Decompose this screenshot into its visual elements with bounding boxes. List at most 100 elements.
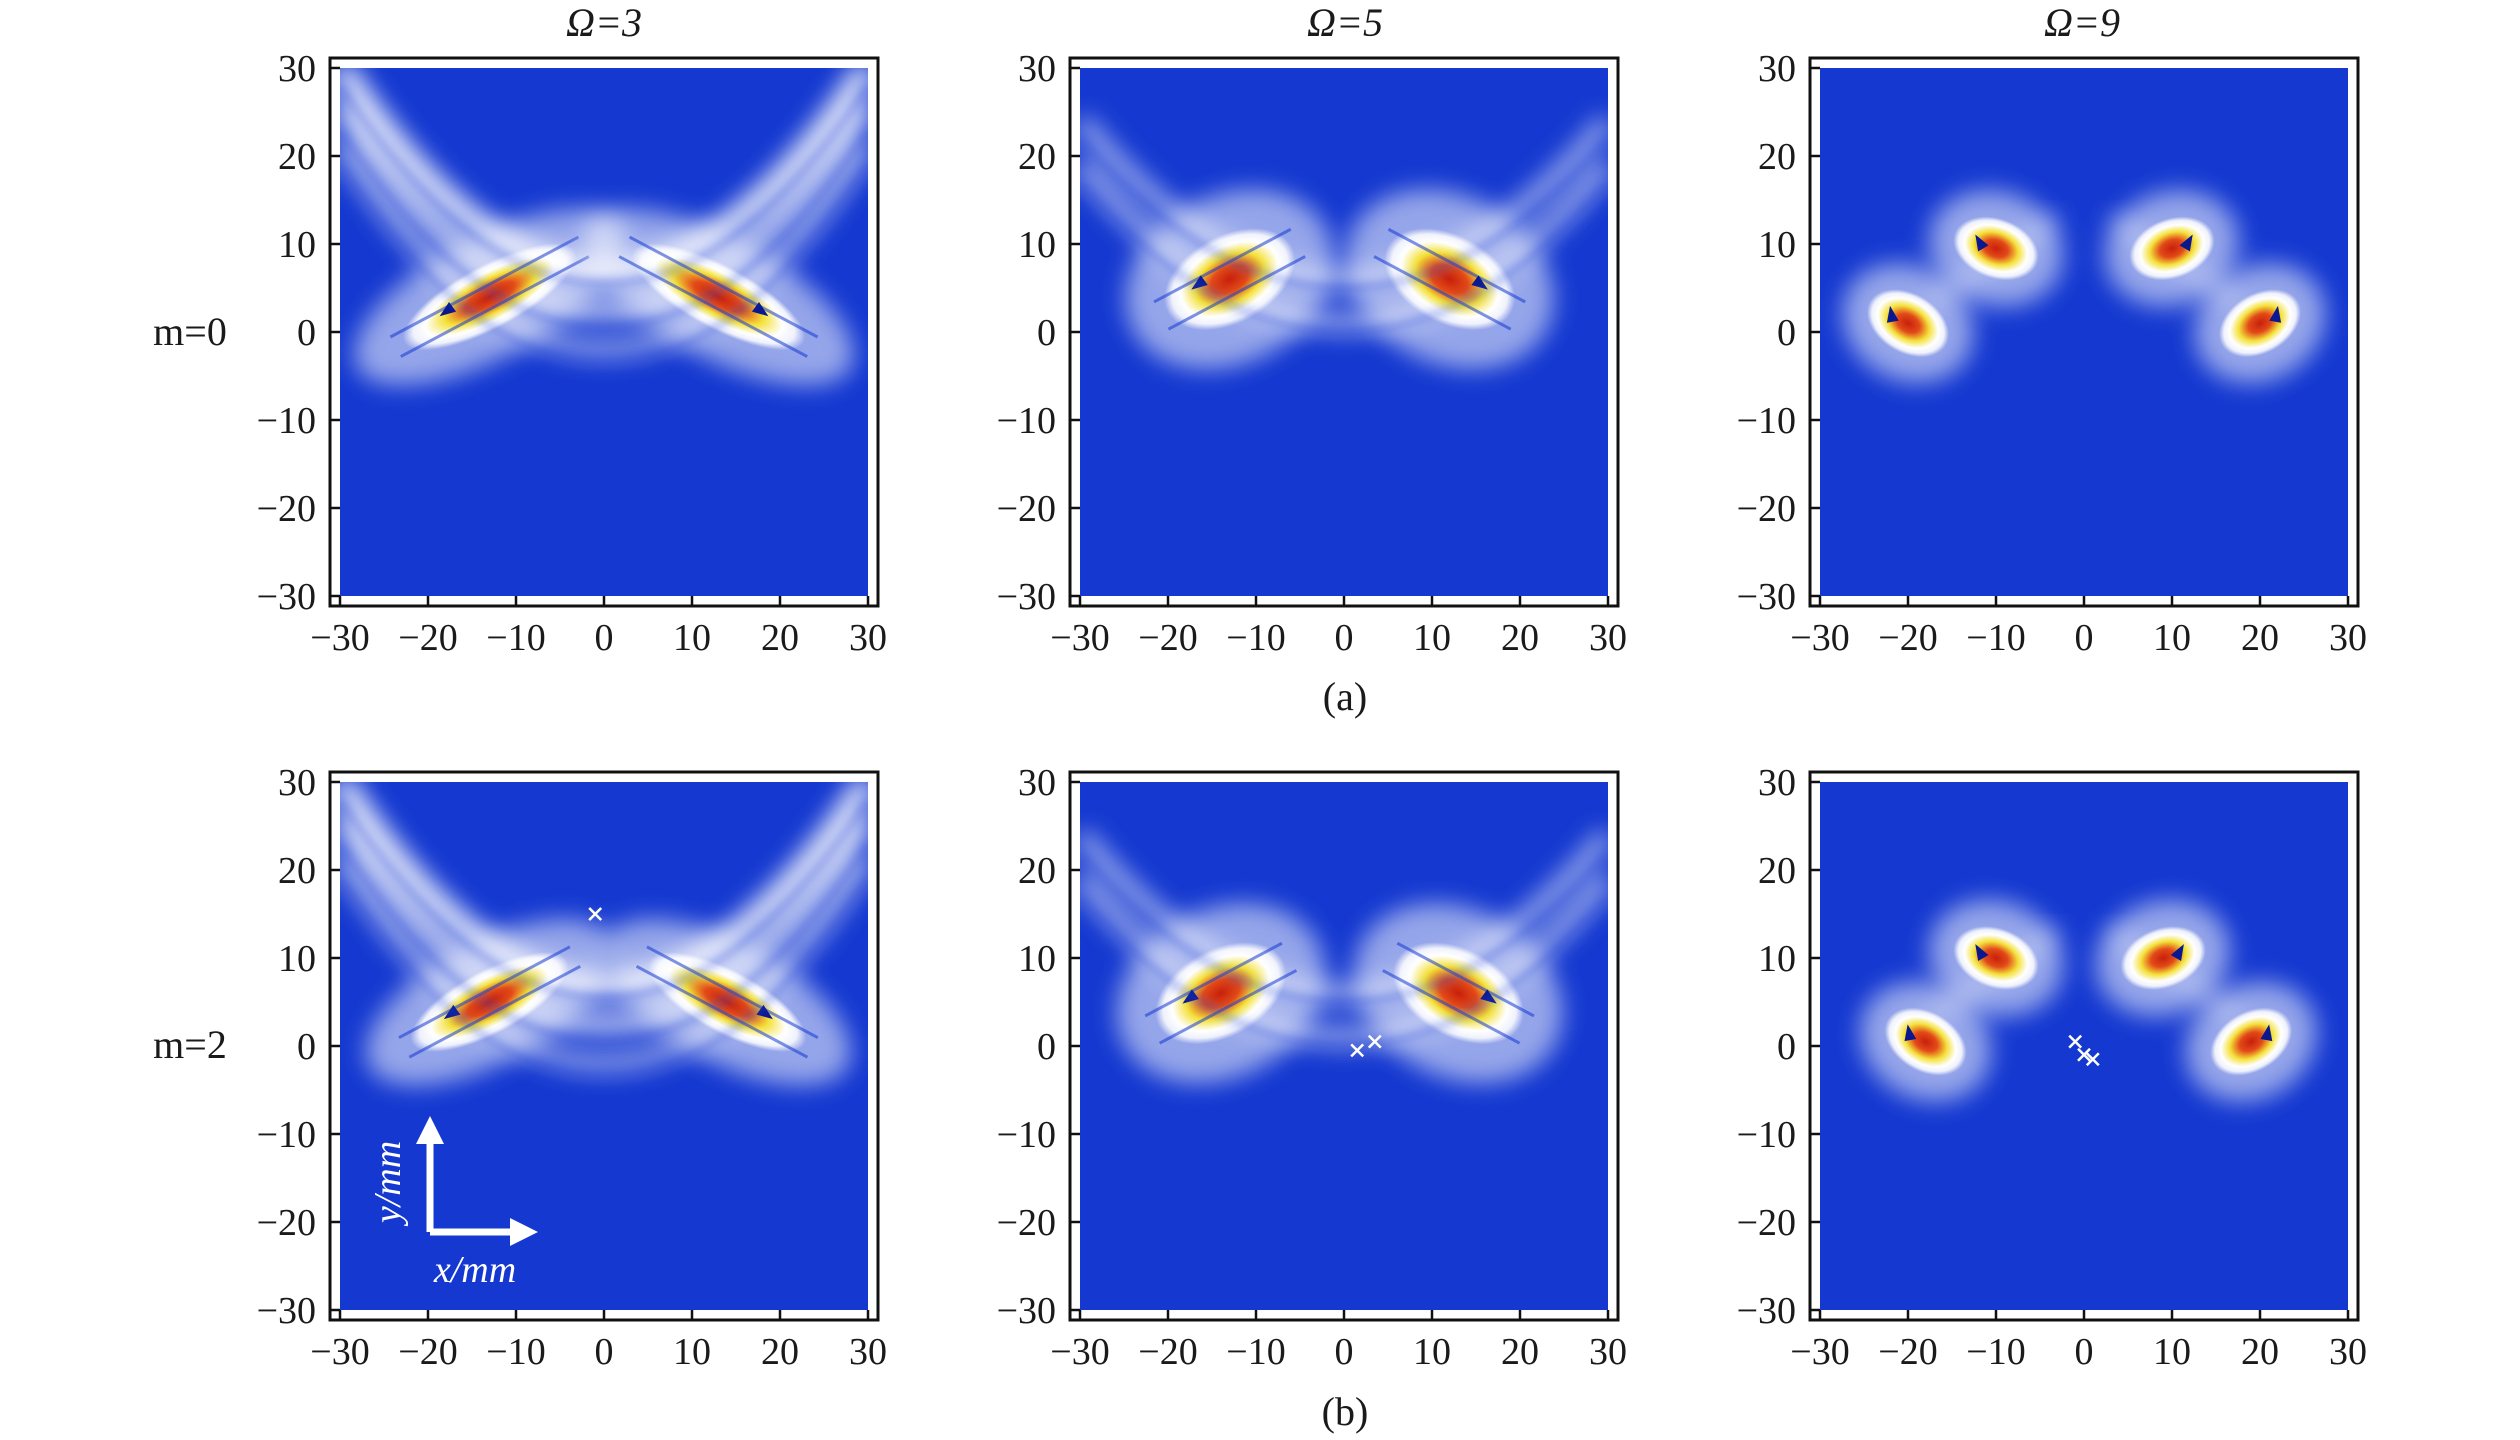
y-tick-label: −20	[1737, 488, 1796, 530]
lobe-core	[1155, 942, 1287, 1045]
intensity-lobe	[2096, 899, 2231, 1017]
x-tick-label: −30	[310, 617, 369, 659]
x-tick-label: −30	[1050, 1331, 1109, 1373]
y-tick-label: −30	[1737, 576, 1796, 618]
intensity-lobe	[2185, 981, 2317, 1102]
fringe-arc	[1080, 851, 1608, 1004]
x-tick-label: −30	[1790, 617, 1849, 659]
fringe-line	[1153, 227, 1292, 304]
y-tick-label: 0	[1037, 312, 1056, 354]
x-tick-label: 20	[2241, 1331, 2279, 1373]
x-tick-label: 10	[673, 1331, 711, 1373]
fringe-line	[1144, 941, 1283, 1018]
x-tick-label: −10	[1966, 617, 2025, 659]
fringe-arc	[340, 163, 868, 365]
x-tick-label: −10	[1226, 617, 1285, 659]
lobe-core	[1884, 1007, 1967, 1076]
fringe-arc	[340, 128, 868, 330]
fringe-arc	[340, 877, 868, 1079]
y-tick-label: −20	[997, 488, 1056, 530]
x-tick-label: −20	[398, 617, 457, 659]
inset-x-arrowhead	[510, 1218, 538, 1246]
x-tick-label: −10	[1226, 1331, 1285, 1373]
row-label-m-2: m=2	[153, 1022, 227, 1067]
x-tick-label: −20	[398, 1331, 457, 1373]
panel-b-1: −30 −20 −10 0 10 20 30 30 20 10 0 −10 −20 −30 x/mm y/mm	[257, 762, 887, 1373]
x-tick-label: 20	[1501, 617, 1539, 659]
y-tick-label: 20	[1018, 850, 1056, 892]
inset-axis-legend: x/mm y/mm	[367, 1116, 538, 1291]
x-tick-label: −30	[1790, 1331, 1849, 1373]
glow-band	[340, 101, 868, 321]
x-tick-label: −10	[1966, 1331, 2025, 1373]
lobe-core	[1867, 289, 1949, 358]
x-tick-label: 0	[2075, 1331, 2094, 1373]
flow-arrow	[1886, 305, 1899, 323]
fringe-arc	[340, 842, 868, 1044]
x-tick-label: 10	[2153, 617, 2191, 659]
subfigure-caption-b: (b)	[1322, 1389, 1369, 1434]
fringe-arcs	[340, 84, 868, 365]
glow-band	[340, 142, 868, 359]
intensity-lobe	[1116, 903, 1325, 1084]
y-tick-label: −30	[997, 1290, 1056, 1332]
fringe-arcs	[1080, 851, 1608, 1048]
flow-arrow	[1975, 944, 1989, 961]
panel-a-1: −30 −20 −10 0 10 20 30 30 20 10 0 −10 −20 −30	[257, 48, 887, 659]
lobe-core	[410, 952, 569, 1052]
glow-band	[340, 782, 868, 998]
lobe-core	[1392, 942, 1524, 1045]
intensity-lobe	[1929, 190, 2063, 307]
fringe-line	[408, 965, 581, 1059]
fringe-arc	[1080, 181, 1608, 334]
panel-a-3: −30 −20 −10 0 10 20 30 30 20 10 0 −10 −20 −30	[1737, 48, 2367, 659]
y-tick-label: −20	[997, 1202, 1056, 1244]
singularity-marker	[1350, 1043, 1365, 1058]
intensity-lobe	[1929, 899, 2063, 1017]
y-tick-label: 20	[1018, 136, 1056, 178]
x-tick-label: 0	[595, 617, 614, 659]
y-tick-label: 10	[1758, 938, 1796, 980]
intensity-lobe	[2105, 190, 2239, 307]
x-tick-label: 10	[673, 617, 711, 659]
fringe-line	[1382, 969, 1521, 1045]
fringe-line	[618, 255, 808, 358]
y-tick-label: −10	[1737, 400, 1796, 442]
y-tick-label: −30	[257, 576, 316, 618]
y-tick-label: 10	[278, 938, 316, 980]
fringe-line	[646, 945, 819, 1039]
glow-band	[1080, 828, 1608, 1003]
y-tick-label: 0	[1037, 1026, 1056, 1068]
inset-y-label: y/mm	[367, 1141, 409, 1227]
intensity-lobe	[1842, 263, 1974, 384]
flow-arrow	[1975, 234, 1989, 252]
flow-arrow	[2179, 234, 2193, 252]
x-tick-label: 10	[1413, 617, 1451, 659]
flow-arrow	[2260, 1024, 2273, 1042]
lobe-core	[2129, 216, 2215, 281]
fringe-arc	[1080, 895, 1608, 1048]
heatmap-area	[340, 782, 868, 1310]
inset-x-label: x/mm	[433, 1249, 516, 1291]
panel-b-2: −30 −20 −10 0 10 20 30 30 20 10 0 −10 −20 −30	[997, 762, 1627, 1373]
lobe-core	[1164, 228, 1296, 331]
x-tick-label: 0	[595, 1331, 614, 1373]
singularity-marker	[2085, 1052, 2100, 1067]
y-tick-label: −10	[257, 400, 316, 442]
fringe-line	[635, 965, 809, 1059]
x-tick-label: 0	[1335, 617, 1354, 659]
singularity-marker	[2077, 1047, 2091, 1062]
x-tick-label: 30	[1589, 1331, 1627, 1373]
fringe-line	[400, 255, 590, 358]
glow-bands	[340, 782, 868, 1073]
lobe-core	[2120, 926, 2206, 990]
lobe-core	[1384, 228, 1516, 331]
flow-arrow	[439, 301, 457, 317]
x-tick-label: 10	[2153, 1331, 2191, 1373]
fringe-line	[1167, 255, 1306, 331]
y-tick-label: −10	[257, 1114, 316, 1156]
y-tick-label: −10	[997, 400, 1056, 442]
x-tick-label: 20	[1501, 1331, 1539, 1373]
y-tick-label: −20	[1737, 1202, 1796, 1244]
x-tick-label: 10	[1413, 1331, 1451, 1373]
